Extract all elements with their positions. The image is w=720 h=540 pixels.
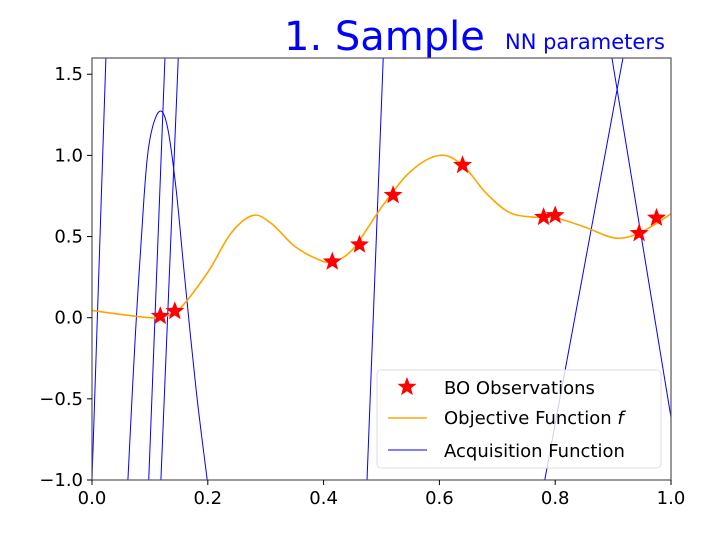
legend: BO Observations Objective Function f Acq… [376, 369, 662, 469]
observation-point [453, 155, 473, 174]
objective-function-line [92, 154, 671, 319]
observation-point [629, 223, 649, 242]
acquisition-function-segment [92, 58, 107, 480]
observation-point [647, 207, 666, 226]
y-tick-label: −0.5 [39, 389, 83, 410]
legend-box [376, 369, 662, 469]
observation-point [350, 234, 369, 253]
legend-label-acquisition: Acquisition Function [444, 441, 625, 462]
x-tick-label: 0.4 [309, 488, 338, 509]
observation-point [150, 306, 170, 325]
axes-frame [91, 57, 672, 481]
acquisition-function-segment [148, 58, 166, 480]
legend-star-marker [397, 377, 417, 396]
chart-title: 1. Sample [284, 14, 485, 60]
x-tick-label: 0.8 [541, 488, 570, 509]
acquisition-function-segment [127, 110, 208, 480]
x-tick-label: 0.2 [193, 488, 222, 509]
observation-point [534, 207, 554, 226]
observation-point [322, 251, 342, 270]
x-tick-label: 0.0 [78, 488, 107, 509]
observation-point [545, 205, 565, 224]
ticks: 0.0 0.2 0.4 0.6 0.8 1.0 −1.0 −0.5 0.0 0.5 1.0 1.5 [39, 64, 685, 509]
chart-subtitle: NN parameters [505, 30, 665, 54]
legend-star-icon [397, 377, 417, 396]
observation-point [383, 185, 403, 204]
legend-label-objective: Objective Function f [444, 408, 626, 429]
y-tick-label: 1.0 [54, 145, 83, 166]
y-tick-label: −1.0 [39, 470, 83, 491]
x-tick-label: 1.0 [657, 488, 686, 509]
x-tick-label: 0.6 [425, 488, 454, 509]
acquisition-function-segment [160, 58, 179, 480]
y-tick-label: 1.5 [54, 64, 83, 85]
acquisition-function-segment [366, 58, 384, 480]
y-tick-label: 0.0 [54, 308, 83, 329]
observation-point [165, 301, 185, 320]
y-tick-label: 0.5 [54, 227, 83, 248]
legend-label-observations: BO Observations [444, 378, 595, 399]
